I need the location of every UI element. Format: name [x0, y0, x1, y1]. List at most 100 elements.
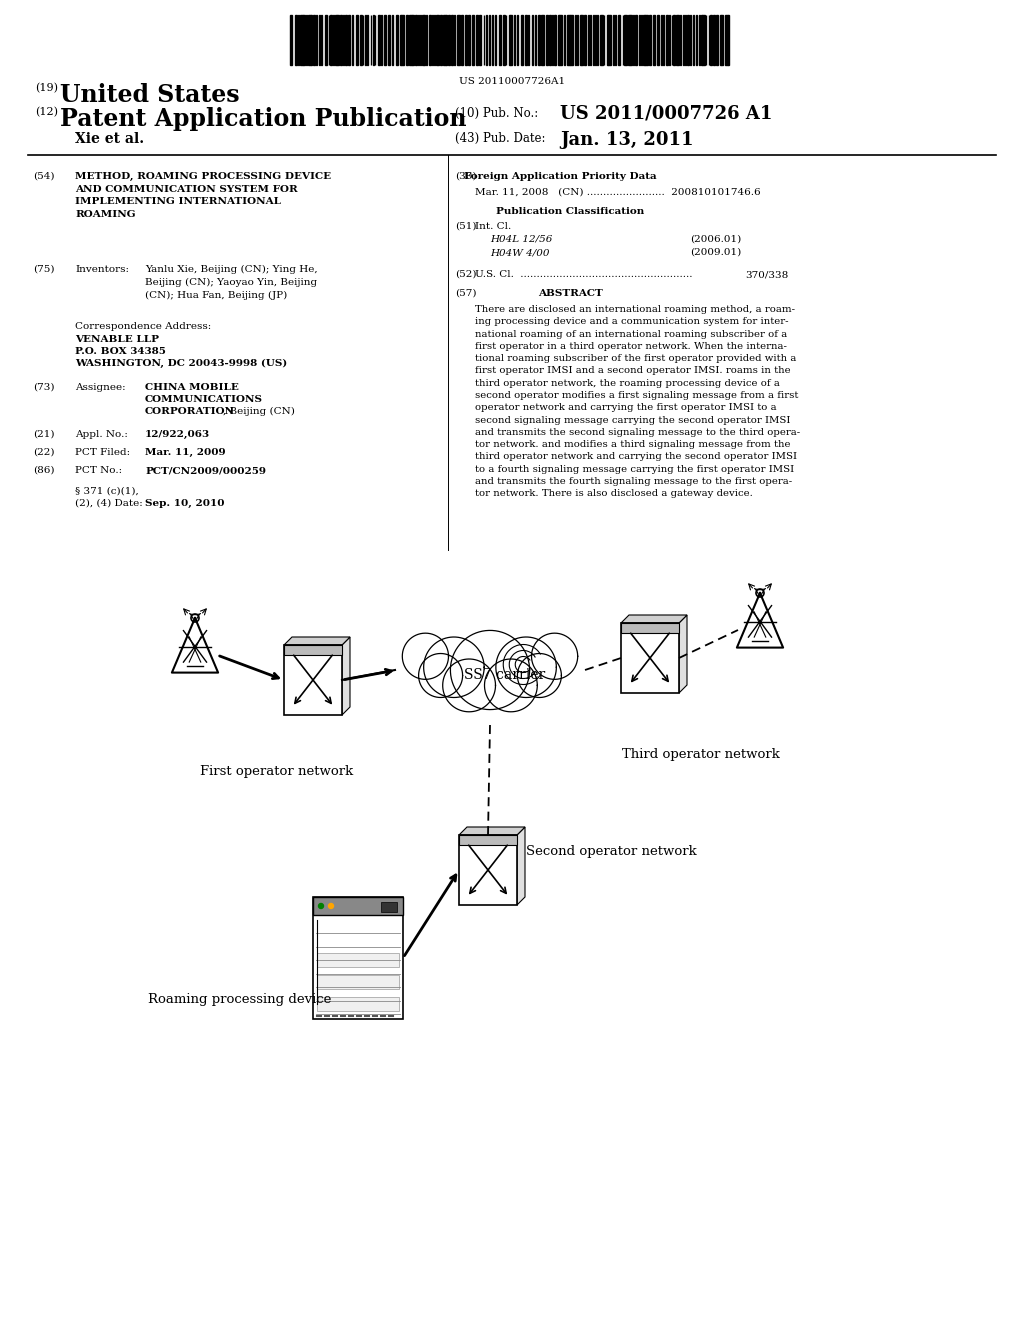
Polygon shape — [342, 638, 350, 715]
Polygon shape — [442, 659, 496, 711]
Text: Sep. 10, 2010: Sep. 10, 2010 — [145, 499, 224, 508]
Text: , Beijing (CN): , Beijing (CN) — [223, 407, 295, 416]
Bar — [401, 15, 403, 65]
Text: Patent Application Publication: Patent Application Publication — [60, 107, 467, 131]
Text: (12): (12) — [35, 107, 58, 117]
Bar — [284, 645, 342, 715]
Bar — [711, 15, 712, 65]
Text: H04W 4/00: H04W 4/00 — [490, 248, 550, 257]
Bar — [317, 997, 399, 1011]
Bar — [321, 15, 323, 65]
Bar — [378, 15, 380, 65]
Bar — [645, 15, 648, 65]
Circle shape — [318, 903, 324, 908]
Bar — [621, 623, 679, 693]
Bar — [392, 15, 393, 65]
Bar — [633, 15, 635, 65]
Text: (52): (52) — [455, 271, 476, 279]
Bar — [295, 15, 297, 65]
Text: (86): (86) — [33, 466, 54, 475]
Text: (2006.01): (2006.01) — [690, 235, 741, 244]
Text: Mar. 11, 2009: Mar. 11, 2009 — [145, 447, 225, 457]
Bar — [413, 15, 414, 65]
Text: (10) Pub. No.:: (10) Pub. No.: — [455, 107, 539, 120]
Bar — [666, 15, 669, 65]
Text: US 20110007726A1: US 20110007726A1 — [459, 77, 565, 86]
Bar — [503, 15, 505, 65]
Bar — [396, 15, 398, 65]
Bar — [313, 898, 403, 915]
Bar — [317, 953, 399, 968]
Text: Jan. 13, 2011: Jan. 13, 2011 — [560, 131, 693, 149]
Bar — [459, 836, 517, 845]
Text: Xie et al.: Xie et al. — [75, 132, 144, 147]
Text: PCT/CN2009/000259: PCT/CN2009/000259 — [145, 466, 266, 475]
Polygon shape — [517, 653, 561, 697]
Text: United States: United States — [60, 83, 240, 107]
Bar — [663, 15, 665, 65]
Bar — [459, 836, 517, 906]
Text: Publication Classification: Publication Classification — [496, 207, 644, 216]
Bar — [617, 15, 621, 65]
Bar — [468, 15, 470, 65]
Polygon shape — [284, 638, 350, 645]
Bar — [499, 15, 501, 65]
Bar — [461, 15, 463, 65]
Text: Mar. 11, 2008   (CN) ........................  200810101746.6: Mar. 11, 2008 (CN) .....................… — [475, 187, 761, 197]
Bar — [588, 15, 590, 65]
Bar — [434, 15, 435, 65]
Bar — [535, 15, 537, 65]
Polygon shape — [517, 828, 525, 906]
Bar — [570, 15, 572, 65]
Bar — [360, 15, 361, 65]
Bar — [559, 15, 562, 65]
Text: (21): (21) — [33, 430, 54, 440]
Text: Third operator network: Third operator network — [622, 748, 780, 762]
Bar — [331, 15, 332, 65]
Bar — [702, 15, 705, 65]
Bar — [381, 15, 382, 65]
Text: § 371 (c)(1),: § 371 (c)(1), — [75, 487, 138, 496]
Bar — [510, 15, 512, 65]
Bar — [472, 15, 474, 65]
Bar — [313, 898, 403, 1019]
Bar — [407, 15, 408, 65]
Bar — [355, 15, 358, 65]
Bar — [345, 15, 347, 65]
Bar — [716, 15, 718, 65]
Bar — [443, 15, 445, 65]
Bar — [546, 15, 548, 65]
Bar — [527, 15, 529, 65]
Bar — [531, 15, 534, 65]
Bar — [582, 15, 583, 65]
Bar — [290, 15, 293, 65]
Bar — [577, 15, 579, 65]
Text: U.S. Cl.: U.S. Cl. — [475, 271, 514, 279]
Bar — [657, 15, 658, 65]
Bar — [525, 15, 527, 65]
Bar — [584, 15, 586, 65]
Bar — [384, 15, 386, 65]
Text: COMMUNICATIONS: COMMUNICATIONS — [145, 395, 263, 404]
Polygon shape — [402, 634, 449, 680]
Text: Appl. No.:: Appl. No.: — [75, 430, 128, 440]
Bar — [714, 15, 715, 65]
Bar — [676, 15, 679, 65]
Text: Roaming processing device: Roaming processing device — [148, 993, 332, 1006]
Polygon shape — [419, 653, 463, 697]
Bar — [635, 15, 637, 65]
Polygon shape — [451, 631, 529, 710]
Bar — [683, 15, 684, 65]
Bar — [567, 15, 569, 65]
Bar — [458, 15, 460, 65]
Text: First operator network: First operator network — [200, 766, 353, 777]
Bar — [422, 15, 424, 65]
Text: VENABLE LLP: VENABLE LLP — [75, 335, 159, 345]
Text: US 2011/0007726 A1: US 2011/0007726 A1 — [560, 106, 772, 123]
Text: (43) Pub. Date:: (43) Pub. Date: — [455, 132, 546, 145]
Polygon shape — [459, 828, 525, 836]
Bar — [303, 15, 305, 65]
Bar — [447, 15, 450, 65]
Bar — [348, 15, 350, 65]
Bar — [426, 15, 427, 65]
